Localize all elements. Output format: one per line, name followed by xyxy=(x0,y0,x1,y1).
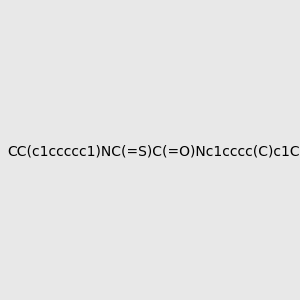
Text: CC(c1ccccc1)NC(=S)C(=O)Nc1cccc(C)c1C: CC(c1ccccc1)NC(=S)C(=O)Nc1cccc(C)c1C xyxy=(8,145,300,158)
